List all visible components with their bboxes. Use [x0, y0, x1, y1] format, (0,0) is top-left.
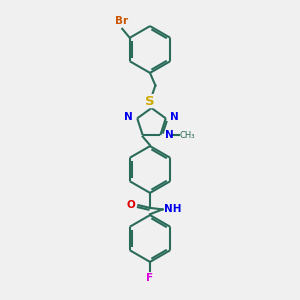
Text: O: O [126, 200, 135, 210]
Text: N: N [124, 112, 133, 122]
Text: NH: NH [164, 204, 182, 214]
Text: S: S [145, 94, 155, 108]
Text: CH₃: CH₃ [180, 130, 195, 140]
Text: N: N [170, 112, 179, 122]
Text: F: F [146, 273, 154, 283]
Text: Br: Br [115, 16, 128, 26]
Text: N: N [164, 130, 173, 140]
